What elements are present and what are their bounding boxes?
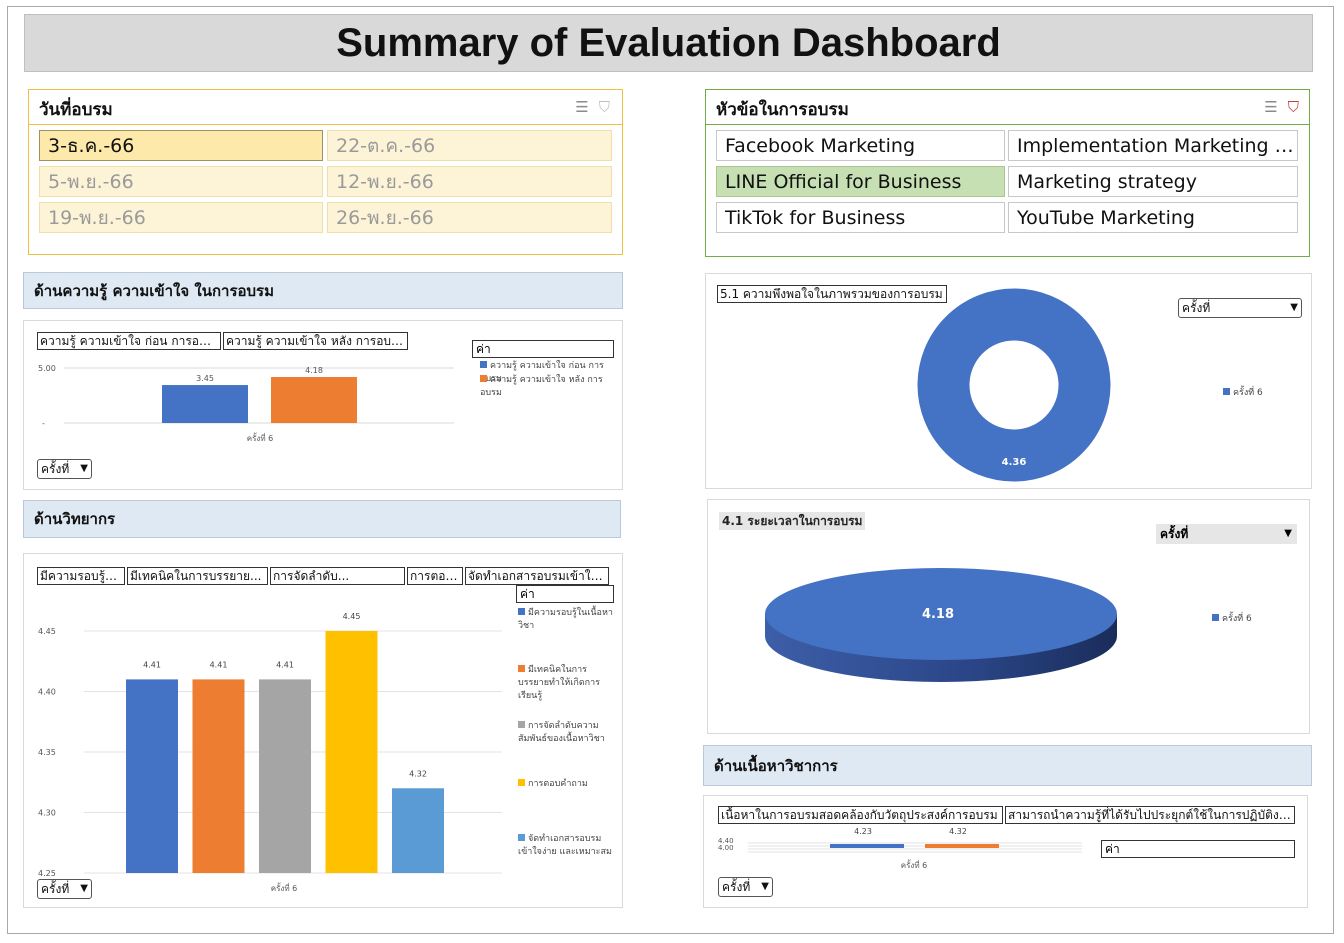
multi-select-icon[interactable]: ☰ [575,98,589,116]
dashboard-frame [7,6,1334,934]
clear-filter-icon[interactable]: ⛉ [598,98,610,116]
x-category-label: ครั้งที่ 6 [901,859,927,870]
date-item-26-nov[interactable]: 26-พ.ย.-66 [327,202,612,233]
bar [392,788,444,873]
bar [192,679,245,873]
clear-filter-icon[interactable]: ⛉ [1287,98,1299,116]
knowledge-chart-panel: ความรู้ ความเข้าใจ ก่อน การอบรม ความรู้ … [23,320,623,490]
data-label: 4.41 [276,660,294,669]
date-item-22-oct[interactable]: 22-ต.ค.-66 [327,130,612,161]
topic-item-tiktok[interactable]: TikTok for Business [716,202,1005,233]
date-item-12-nov[interactable]: 12-พ.ย.-66 [327,166,612,197]
data-label: 3.45 [196,374,214,383]
field-button-technique[interactable]: มีเทคนิคในการบรรยาย... [127,567,268,585]
field-button-answering[interactable]: การตอบ... [407,567,463,585]
round-dropdown[interactable]: ครั้งที่ ▼ [1156,524,1297,544]
content-section-header: ด้านเนื้อหาวิชาการ [703,745,1312,786]
knowledge-bar-chart: 5.00 - 3.45 4.18 ครั้งที่ 6 [38,364,454,443]
pie-slice [765,568,1117,660]
date-slicer: วันที่อบรม ☰ ⛉ 3-ธ.ค.-66 22-ต.ค.-66 5-พ.ย… [28,89,623,255]
bar [325,631,378,873]
round-dropdown[interactable]: ครั้งที่ ▼ [37,879,92,899]
y-tick-label: 4.35 [38,748,56,757]
legend-item: มีความรอบรู้ในเนื้อหาวิชา [518,608,613,631]
field-button-knowledge-before[interactable]: ความรู้ ความเข้าใจ ก่อน การอบรม [37,332,221,350]
data-label: 4.45 [343,612,361,621]
round-dropdown[interactable]: ครั้งที่ ▼ [718,877,773,897]
round-dropdown[interactable]: ครั้งที่ ▼ [37,459,92,479]
topic-item-implementation[interactable]: Implementation Marketing Wo... [1008,130,1298,161]
legend-item: มีเทคนิคในการบรรยายทำให้เกิดการเรียนรู้ [518,665,601,701]
y-tick-label: - [42,419,45,428]
topic-slicer: หัวข้อในการอบรม ☰ ⛉ Facebook Marketing Im… [705,89,1310,257]
field-button-ordering[interactable]: การจัดลำดับ... [270,567,405,585]
y-tick-label: 4.40 [718,837,734,845]
satisfaction-chart-panel: 5.1 ความพึงพอใจในภาพรวมของการอบรม ครั้งท… [705,273,1312,489]
legend-item: ความรู้ ความเข้าใจ หลัง การอบรม [480,375,603,398]
data-label: 4.18 [922,607,954,622]
date-item-3-dec[interactable]: 3-ธ.ค.-66 [39,130,323,161]
bar [259,679,311,873]
values-label-box[interactable]: ค่า [472,340,614,358]
x-category-label: ครั้งที่ 6 [271,882,297,893]
legend-item: จัดทำเอกสารอบรมเข้าใจง่าย และเหมาะสม [518,834,612,857]
x-category-label: ครั้งที่ 6 [247,432,273,443]
content-bar-chart: 4.404.00 4.23 4.32 ครั้งที่ 6 [718,827,1082,870]
y-tick-label: 4.25 [38,869,56,878]
data-label: 4.32 [949,827,967,836]
topic-item-youtube[interactable]: YouTube Marketing [1008,202,1298,233]
data-label: 4.41 [210,660,228,669]
date-item-19-nov[interactable]: 19-พ.ย.-66 [39,202,323,233]
data-label: 4.18 [305,366,323,375]
data-label: 4.36 [1002,457,1027,468]
bar [126,679,178,873]
topic-item-line-official[interactable]: LINE Official for Business [716,166,1005,197]
field-button-knowledgeable[interactable]: มีความรอบรู้ใน... [37,567,125,585]
date-item-5-nov[interactable]: 5-พ.ย.-66 [39,166,323,197]
bar [830,844,904,848]
y-tick-label: 4.45 [38,627,56,636]
data-label: 4.32 [409,769,427,778]
field-button-documents[interactable]: จัดทำเอกสารอบรมเข้าใจ... [465,567,609,585]
date-slicer-header: วันที่อบรม [39,100,113,120]
dashboard-title: Summary of Evaluation Dashboard [24,14,1313,72]
data-label: 4.23 [854,827,872,836]
field-button-knowledge-after[interactable]: ความรู้ ความเข้าใจ หลัง การอบรม [223,332,408,350]
lecturer-section-header: ด้านวิทยากร [23,500,621,538]
satisfaction-donut-chart: 4.36 [916,287,1112,483]
lecturer-bar-chart: 4.45 4.40 4.35 4.30 4.25 4.41 4.41 4.41 4.45 4.32… [38,612,502,893]
content-chart-panel: เนื้อหาในการอบรมสอดคล้องกับวัตถุประสงค์ก… [703,795,1308,908]
y-tick-label: 4.00 [718,844,734,852]
topic-item-marketing-strategy[interactable]: Marketing strategy [1008,166,1298,197]
legend-item: การจัดลำดับความสัมพันธ์ของเนื้อหาวิชา [518,721,605,744]
values-label-box[interactable]: ค่า [516,585,614,603]
field-button-content-aligned[interactable]: เนื้อหาในการอบรมสอดคล้องกับวัตถุประสงค์ก… [718,806,1003,824]
y-tick-label: 4.30 [38,809,56,818]
bar [162,385,248,423]
y-tick-label: 4.40 [38,688,56,697]
lecturer-chart-panel: มีความรอบรู้ใน... มีเทคนิคในการบรรยาย...… [23,553,623,908]
topic-slicer-header: หัวข้อในการอบรม [716,100,849,120]
donut-slice [916,287,1112,483]
multi-select-icon[interactable]: ☰ [1264,98,1278,116]
round-dropdown[interactable]: ครั้งที่ ▼ [1178,298,1302,318]
legend-item: ครั้งที่ 6 [1212,613,1252,626]
legend-item: ครั้งที่ 6 [1223,387,1263,400]
field-button-content-applicable[interactable]: สามารถนำความรู้ที่ได้รับไปประยุกต์ใช้ในก… [1005,806,1295,824]
satisfaction-chart-title[interactable]: 5.1 ความพึงพอใจในภาพรวมของการอบรม [717,285,947,303]
data-label: 4.41 [143,660,161,669]
y-tick-label: 5.00 [38,364,56,373]
bar [925,844,999,848]
knowledge-section-header: ด้านความรู้ ความเข้าใจ ในการอบรม [23,272,623,309]
bar [271,377,357,423]
topic-item-facebook[interactable]: Facebook Marketing [716,130,1005,161]
values-label-box[interactable]: ค่า [1101,840,1295,858]
legend-item: ความรู้ ความเข้าใจ ก่อน การอบรม [480,361,604,384]
duration-chart-title[interactable]: 4.1 ระยะเวลาในการอบรม [719,512,866,530]
duration-pie-chart: 4.18 [765,568,1117,682]
legend-item: การตอบคำถาม [518,778,616,791]
duration-chart-panel: 4.1 ระยะเวลาในการอบรม ครั้งที่ ▼ ครั้งที่… [707,499,1310,734]
